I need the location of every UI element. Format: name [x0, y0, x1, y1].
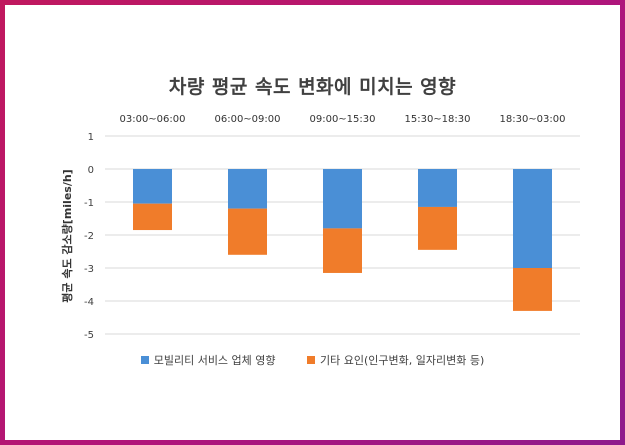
y-tick-labels: 1 0 -1 -2 -3 -4 -5: [84, 132, 94, 341]
category-label-4: 18:30~03:00: [499, 114, 565, 125]
bar-s1-c0: [133, 203, 172, 231]
bar-s1-c4: [513, 268, 552, 311]
y-tick-label-0: 1: [88, 132, 94, 143]
bar-s0-c0: [133, 169, 172, 204]
chart-title: 차량 평균 속도 변화에 미치는 영향: [168, 76, 457, 98]
legend: 모빌리티 서비스 업체 영향 기타 요인(인구변화, 일자리변화 등): [0, 352, 625, 368]
y-tick-label-5: -4: [84, 297, 94, 308]
legend-swatch-mobility: [140, 356, 149, 364]
bar-s0-c2: [323, 169, 362, 229]
bar-s0-c3: [418, 169, 457, 207]
category-label-3: 15:30~18:30: [404, 114, 470, 125]
legend-item-other: 기타 요인(인구변화, 일자리변화 등): [307, 352, 484, 368]
y-tick-label-6: -5: [84, 330, 94, 341]
y-tick-label-1: 0: [88, 165, 94, 176]
y-tick-label-3: -2: [84, 231, 94, 242]
category-label-2: 09:00~15:30: [309, 114, 375, 125]
bar-s1-c1: [228, 208, 267, 255]
bar-s0-c4: [513, 169, 552, 268]
bar-s0-c1: [228, 169, 267, 209]
category-label-1: 06:00~09:00: [214, 114, 280, 125]
bars: [133, 169, 552, 311]
legend-label-mobility: 모빌리티 서비스 업체 영향: [153, 354, 276, 367]
y-axis-label: 평균 속도 감소량[miles/h]: [60, 169, 74, 302]
category-label-0: 03:00~06:00: [119, 114, 185, 125]
y-tick-label-4: -3: [84, 264, 94, 275]
legend-item-mobility: 모빌리티 서비스 업체 영향: [140, 352, 276, 368]
legend-swatch-other: [307, 356, 316, 364]
y-tick-label-2: -1: [84, 198, 94, 209]
bar-s1-c2: [323, 228, 362, 273]
legend-label-other: 기타 요인(인구변화, 일자리변화 등): [320, 354, 485, 367]
category-labels: 03:00~06:00 06:00~09:00 09:00~15:30 15:30~1…: [119, 114, 565, 125]
bar-s1-c3: [418, 206, 457, 250]
